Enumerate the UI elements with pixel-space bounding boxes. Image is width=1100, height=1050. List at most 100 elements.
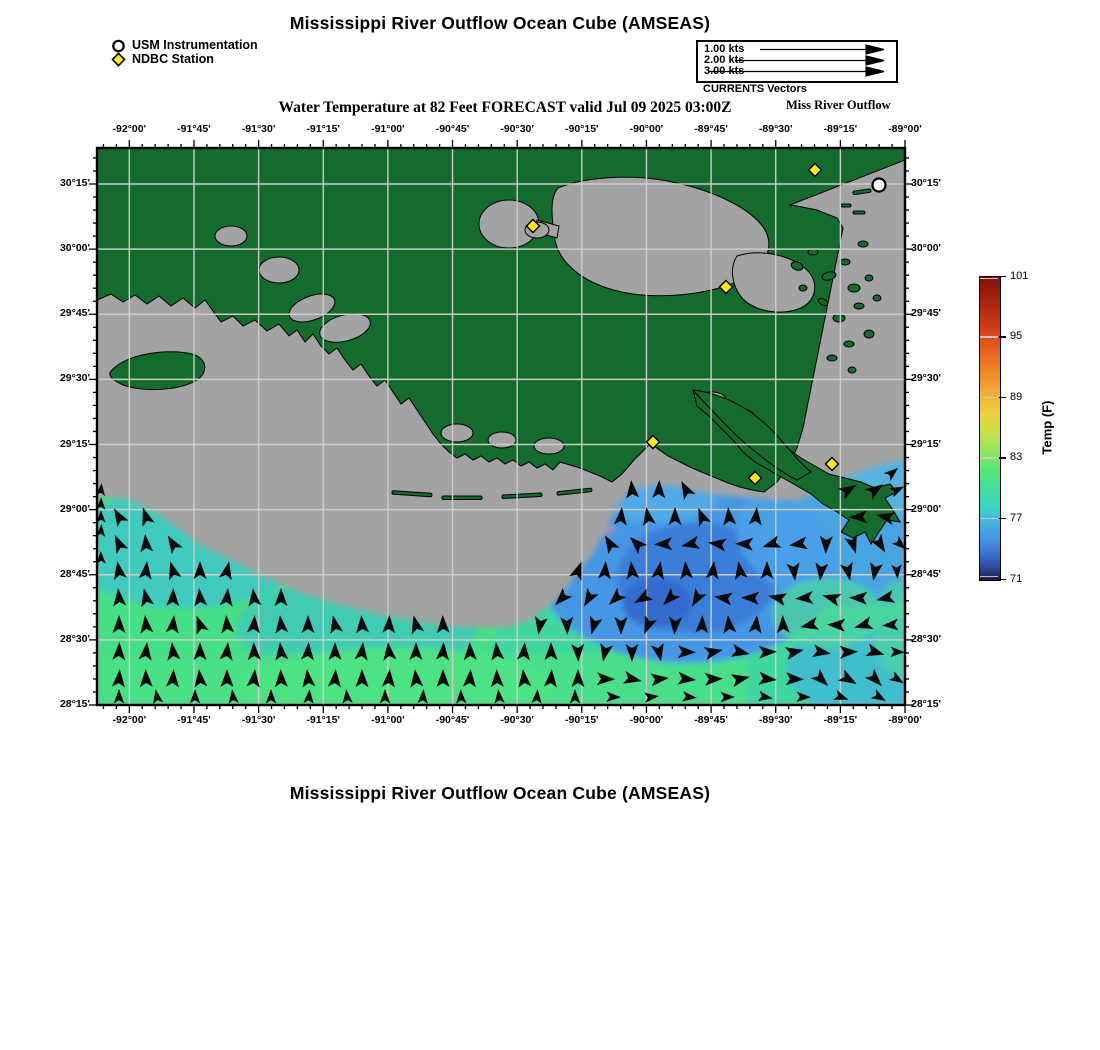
current-arrow-icon bbox=[704, 672, 723, 686]
ndbc-station-marker[interactable] bbox=[824, 456, 840, 472]
colorbar-tick bbox=[999, 396, 1006, 399]
current-arrow-icon bbox=[544, 642, 558, 660]
current-arrow-icon bbox=[571, 643, 585, 662]
current-arrow-icon bbox=[837, 484, 857, 500]
current-arrow-icon bbox=[681, 535, 701, 549]
colorbar-gridline bbox=[980, 336, 998, 338]
current-arrow-icon bbox=[463, 642, 477, 661]
current-arrow-icon bbox=[491, 642, 505, 661]
currents-vector-legend-box: 1.00 kts 2.00 kts 3.00 kts bbox=[696, 40, 898, 83]
current-arrow-icon bbox=[760, 561, 774, 579]
current-arrow-icon bbox=[642, 507, 656, 527]
current-arrow-icon bbox=[891, 564, 902, 579]
current-arrow-icon bbox=[730, 674, 750, 688]
current-arrow-icon bbox=[819, 535, 833, 554]
current-arrow-icon bbox=[411, 615, 425, 635]
legend-row-usm: USM Instrumentation bbox=[111, 38, 258, 52]
current-arrow-icon bbox=[839, 645, 858, 659]
ndbc-station-marker[interactable] bbox=[645, 434, 661, 450]
current-arrow-icon bbox=[741, 591, 760, 605]
axis-tick-label: -90°45' bbox=[435, 123, 470, 135]
current-arrow-icon bbox=[730, 643, 750, 657]
inland-lakes bbox=[214, 176, 816, 455]
usm-circle-icon bbox=[112, 39, 125, 52]
current-arrow-icon bbox=[97, 551, 106, 564]
current-arrow-icon bbox=[680, 561, 694, 580]
current-arrow-icon bbox=[168, 561, 182, 581]
current-arrow-icon bbox=[97, 524, 106, 537]
axis-tick-label: -92°00' bbox=[112, 714, 147, 726]
axis-tick-label: 28°45' bbox=[911, 567, 942, 580]
axis-tick-label: 28°15' bbox=[59, 698, 90, 710]
current-arrow-icon bbox=[708, 538, 727, 552]
current-arrow-icon bbox=[864, 484, 884, 500]
current-arrow-icon bbox=[839, 561, 853, 581]
current-arrow-icon bbox=[275, 642, 289, 661]
current-arrow-icon bbox=[784, 647, 804, 661]
current-arrow-icon bbox=[865, 643, 885, 657]
current-arrow-icon bbox=[606, 691, 621, 702]
current-arrow-icon bbox=[870, 689, 886, 702]
axis-tick-label: 28°30' bbox=[911, 632, 942, 645]
current-arrow-icon bbox=[435, 642, 449, 661]
current-arrow-icon bbox=[111, 669, 125, 688]
current-arrow-icon bbox=[417, 689, 428, 704]
axis-tick-label: -90°15' bbox=[564, 714, 599, 726]
current-arrow-icon bbox=[97, 483, 106, 496]
colorbar-tick-label: 89 bbox=[1010, 390, 1023, 403]
ndbc-station-marker[interactable] bbox=[807, 162, 823, 178]
axis-tick-label: 29°30' bbox=[59, 372, 90, 385]
current-arrow-icon bbox=[890, 646, 905, 657]
current-arrow-icon bbox=[889, 486, 905, 498]
axis-tick-label: -91°15' bbox=[306, 714, 340, 726]
usm-station-marker[interactable] bbox=[871, 177, 887, 193]
current-arrow-icon bbox=[355, 669, 369, 687]
page-title: Mississippi River Outflow Ocean Cube (AM… bbox=[289, 13, 711, 33]
colorbar-gridline bbox=[980, 575, 998, 577]
axis-tick-label: -89°30' bbox=[758, 714, 793, 726]
current-arrow-icon bbox=[112, 615, 126, 633]
current-arrow-icon bbox=[569, 561, 582, 581]
current-arrow-icon bbox=[668, 507, 682, 525]
axis-tick-label: 30°00' bbox=[59, 242, 90, 255]
current-arrow-icon bbox=[97, 510, 106, 523]
axis-tick-label: -90°00' bbox=[629, 123, 664, 135]
vector-speed-2: 2.00 kts bbox=[704, 54, 745, 66]
current-arrow-icon bbox=[584, 587, 599, 607]
current-arrow-icon bbox=[626, 480, 640, 499]
current-arrow-icon bbox=[891, 535, 905, 550]
current-arrow-icon bbox=[768, 593, 788, 607]
current-arrow-icon bbox=[248, 588, 262, 607]
axis-tick-label: 30°15' bbox=[911, 177, 942, 189]
current-arrow-icon bbox=[652, 480, 666, 499]
axis-tick-label: -91°00' bbox=[371, 123, 405, 135]
axis-tick-label: -90°15' bbox=[564, 123, 599, 135]
current-arrow-icon bbox=[382, 615, 396, 634]
axis-tick-label: -91°30' bbox=[241, 714, 276, 726]
axis-tick-label: -89°30' bbox=[758, 123, 793, 135]
axis-tick-label: 30°00' bbox=[911, 242, 942, 255]
station-markers bbox=[525, 162, 887, 486]
current-arrow-icon bbox=[302, 669, 316, 688]
ndbc-station-marker[interactable] bbox=[747, 470, 763, 486]
current-arrow-icon bbox=[221, 615, 235, 634]
current-arrow-icon bbox=[560, 616, 574, 635]
map-canvas bbox=[89, 140, 913, 713]
legend-row-ndbc: NDBC Station bbox=[111, 51, 258, 67]
current-arrow-icon bbox=[888, 671, 904, 684]
current-arrow-icon bbox=[669, 616, 683, 635]
current-arrow-icon bbox=[114, 534, 129, 554]
current-arrow-icon bbox=[644, 615, 658, 635]
axis-tick-label: 29°15' bbox=[911, 437, 942, 450]
axis-tick-label: 28°30' bbox=[59, 632, 90, 645]
colorbar-tick bbox=[999, 336, 1006, 338]
current-arrow-icon bbox=[644, 692, 659, 703]
ndbc-station-marker[interactable] bbox=[525, 218, 541, 234]
current-arrow-icon bbox=[608, 587, 627, 605]
axis-tick-label: -89°00' bbox=[888, 123, 922, 135]
current-arrow-icon bbox=[274, 669, 288, 688]
axis-tick-label: -91°45' bbox=[177, 123, 211, 135]
current-arrow-icon bbox=[883, 467, 899, 482]
current-arrow-icon bbox=[456, 689, 467, 704]
ndbc-station-marker[interactable] bbox=[718, 279, 734, 295]
